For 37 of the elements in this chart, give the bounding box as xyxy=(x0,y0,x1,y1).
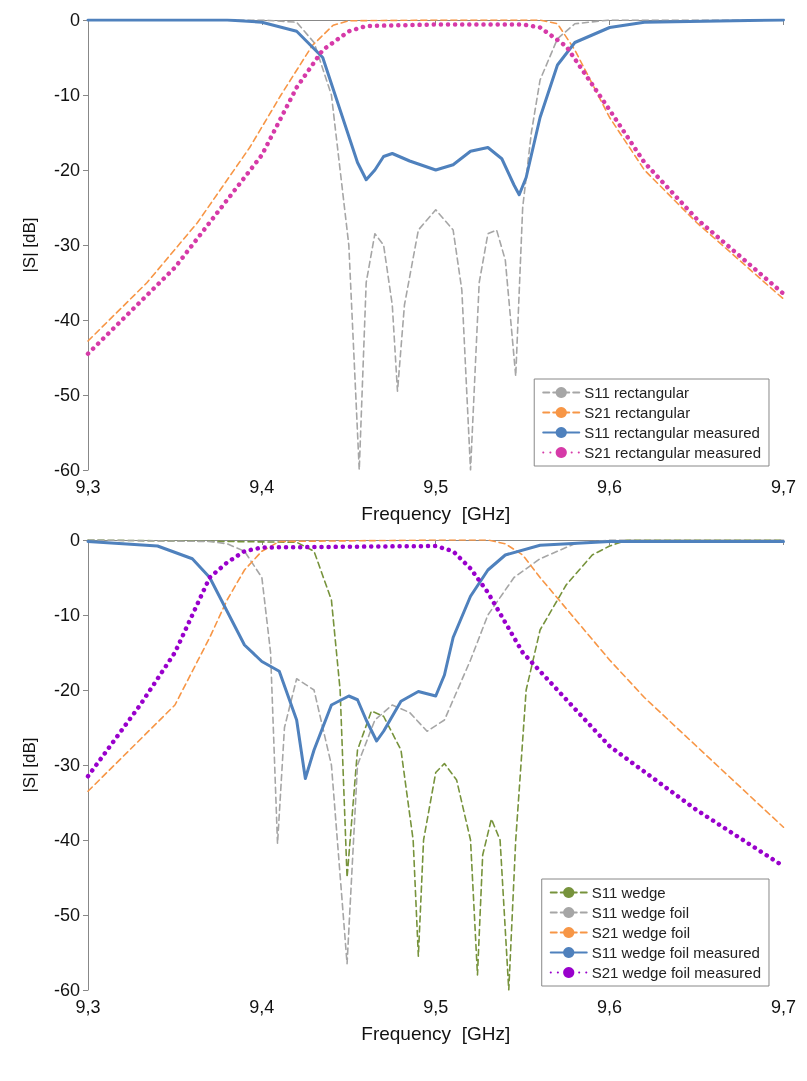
y-tick-label: -30 xyxy=(53,755,80,775)
y-axis-title: |S| [dB] xyxy=(20,217,39,273)
legend-label: S21 rectangular xyxy=(584,404,691,421)
x-tick-label: 9,3 xyxy=(75,997,101,1017)
y-tick-label: 0 xyxy=(69,10,80,30)
legend-label: S21 rectangular measured xyxy=(584,444,762,461)
y-tick-label: -60 xyxy=(53,460,80,480)
y-tick-label: -20 xyxy=(53,680,80,700)
x-axis-title: Frequency [GHz] xyxy=(361,503,511,524)
y-tick-label: -10 xyxy=(53,605,80,625)
legend-label: S11 rectangular measured xyxy=(584,424,760,441)
y-tick-label: 0 xyxy=(69,530,80,550)
x-tick-label: 9,4 xyxy=(249,997,275,1017)
y-tick-label: -20 xyxy=(53,160,80,180)
legend-label: S21 wedge foil measured xyxy=(591,964,762,981)
y-tick-label: -50 xyxy=(53,905,80,925)
x-tick-label: 9,7 xyxy=(770,477,796,497)
legend-label: S11 rectangular xyxy=(584,384,690,401)
x-tick-label: 9,5 xyxy=(423,997,449,1017)
x-tick-label: 9,6 xyxy=(597,477,623,497)
x-axis-title: Frequency [GHz] xyxy=(361,1023,511,1044)
y-tick-label: -60 xyxy=(53,980,80,1000)
x-tick-label: 9,4 xyxy=(249,477,275,497)
y-tick-label: -50 xyxy=(53,385,80,405)
y-axis-title: |S| [dB] xyxy=(20,737,39,793)
x-tick-label: 9,3 xyxy=(75,477,101,497)
x-tick-label: 9,5 xyxy=(423,477,449,497)
y-tick-label: -40 xyxy=(53,310,80,330)
x-tick-label: 9,6 xyxy=(597,997,623,1017)
x-tick-label: 9,7 xyxy=(770,997,796,1017)
y-tick-label: -30 xyxy=(53,235,80,255)
legend-label: S11 wedge foil measured xyxy=(591,944,760,961)
y-tick-label: -40 xyxy=(53,830,80,850)
legend-label: S11 wedge foil xyxy=(591,904,690,921)
legend-label: S11 wedge xyxy=(591,884,666,901)
legend-label: S21 wedge foil xyxy=(591,924,691,941)
y-tick-label: -10 xyxy=(53,85,80,105)
